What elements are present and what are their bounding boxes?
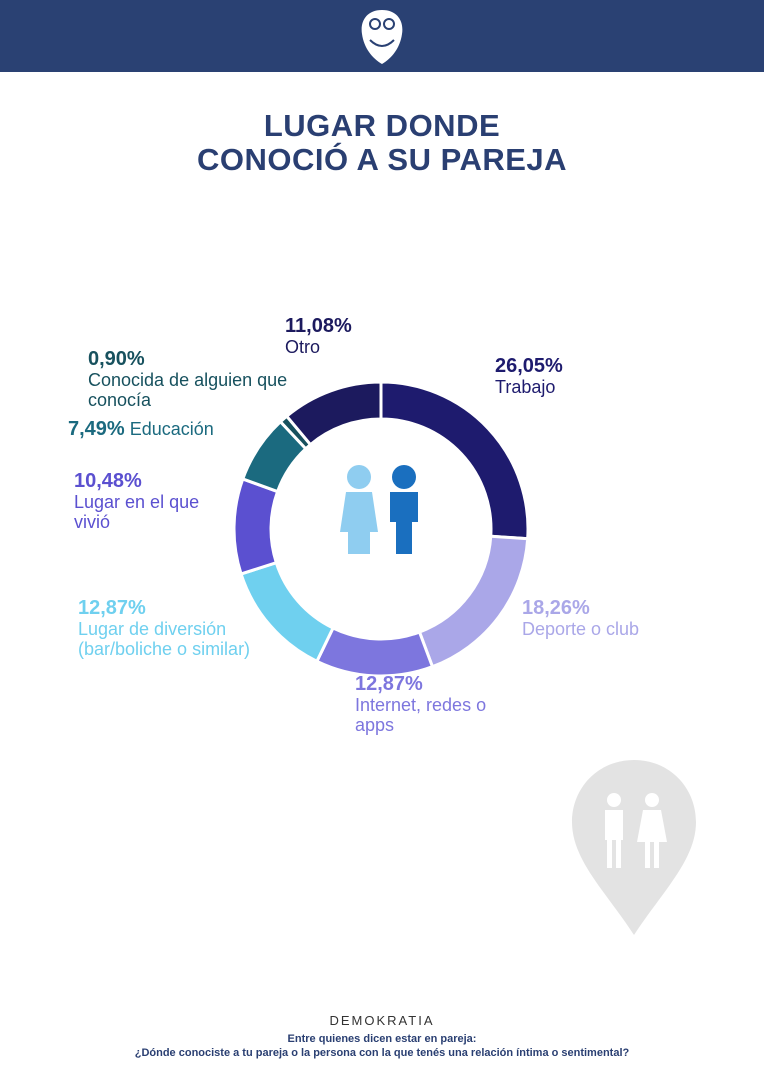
value-label: 18,26% [522,597,590,619]
value-label: 11,08% [285,315,352,337]
category-label: Educación [129,419,214,439]
value-label: 12,87% [78,597,146,619]
people-icon [340,465,418,554]
segment-label: 11,08% Otro [285,315,405,357]
title-line: LUGAR DONDE [263,108,501,143]
value-label: 10,48% [74,470,142,492]
category-label: Lugar de diversión (bar/boliche o simila… [78,619,251,659]
title-line: CONOCIÓ A SU PAREJA [196,142,568,177]
donut-segment [284,380,383,447]
header-bar [0,0,764,72]
category-label: Internet, redes o apps [355,695,487,735]
question: ¿Dónde conociste a tu pareja o la person… [134,1047,630,1059]
value-label: 26,05% [495,355,563,377]
segment-label: 12,87% Lugar de diversión (bar/boliche o … [78,597,293,659]
pin-icon [572,760,696,935]
note: Entre quienes dicen estar en pareja: [287,1033,477,1045]
value-label: 7,49% [68,418,125,440]
segment-label: 0,90% Conocida de alguien que conocía [88,348,298,410]
logo [361,10,403,64]
value-label: 12,87% [355,673,423,695]
category-label: Deporte o club [522,619,640,639]
category-label: Trabajo [495,377,556,397]
segment-label: 7,49% Educación [68,418,288,440]
segment-label: 10,48% Lugar en el que vivió [74,470,234,532]
value-label: 0,90% [88,348,145,370]
segment-label: 18,26% Deporte o club [522,597,682,639]
brand: DEMOKRATIA [329,1013,435,1028]
donut-segment [417,534,530,669]
donut-segment [314,625,435,678]
category-label: Lugar en el que vivió [74,492,200,532]
category-label: Otro [285,337,321,357]
segment-label: 12,87% Internet, redes o apps [355,673,515,735]
category-label: Conocida de alguien que conocía [88,370,288,410]
donut-segment [232,477,280,576]
segment-label: 26,05% Trabajo [495,355,645,397]
